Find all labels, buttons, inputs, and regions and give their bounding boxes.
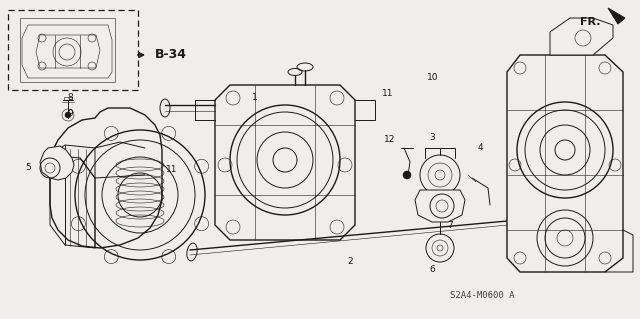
- Text: FR.: FR.: [580, 17, 600, 27]
- Circle shape: [403, 171, 411, 179]
- Text: B-34: B-34: [155, 48, 187, 62]
- Text: 2: 2: [347, 257, 353, 266]
- Text: 3: 3: [429, 133, 435, 143]
- Text: 4: 4: [477, 144, 483, 152]
- Polygon shape: [20, 18, 115, 82]
- Polygon shape: [50, 108, 162, 248]
- Polygon shape: [550, 18, 613, 55]
- Text: 8: 8: [67, 93, 73, 102]
- Text: 11: 11: [166, 166, 178, 174]
- Text: 11: 11: [382, 88, 394, 98]
- Text: 10: 10: [428, 73, 439, 83]
- Polygon shape: [215, 85, 355, 240]
- Text: 1: 1: [252, 93, 258, 102]
- Text: 12: 12: [384, 136, 396, 145]
- Text: 5: 5: [25, 164, 31, 173]
- Polygon shape: [608, 8, 625, 24]
- Text: S2A4-M0600 A: S2A4-M0600 A: [450, 291, 515, 300]
- Polygon shape: [507, 55, 623, 272]
- FancyBboxPatch shape: [8, 10, 138, 90]
- Polygon shape: [415, 190, 465, 222]
- Polygon shape: [40, 146, 74, 180]
- Text: 7: 7: [447, 220, 453, 229]
- Text: 6: 6: [429, 265, 435, 275]
- Text: 9: 9: [67, 108, 73, 117]
- Circle shape: [65, 112, 71, 118]
